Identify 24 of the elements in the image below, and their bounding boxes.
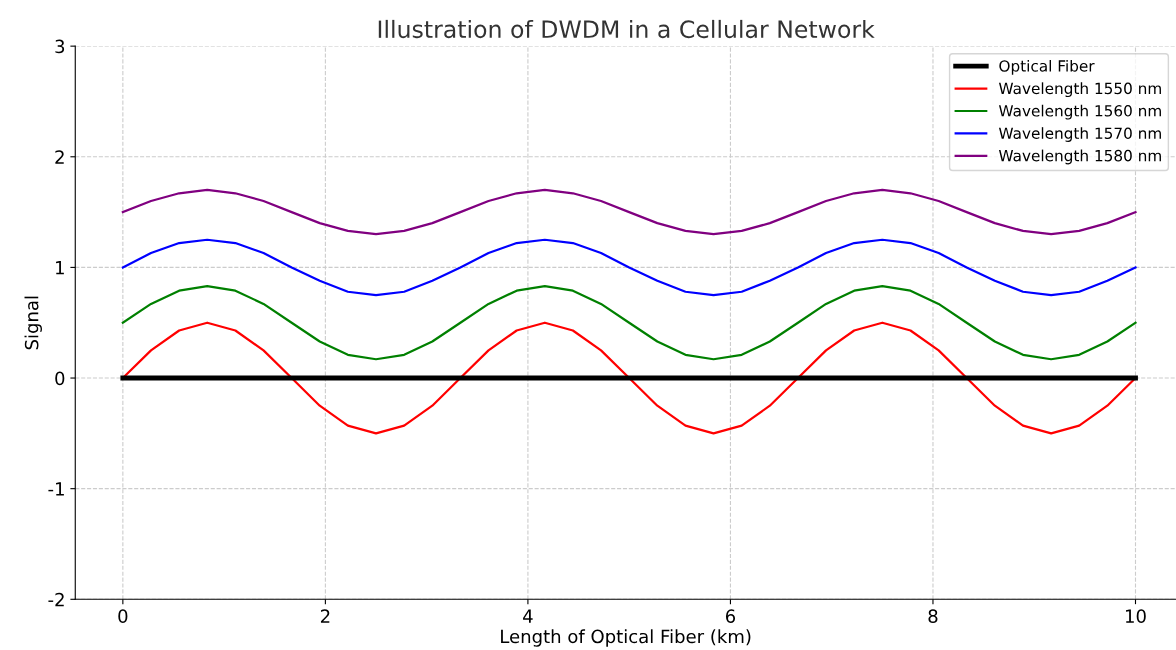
y-tick-label: 0 [55,371,65,386]
chart-title: Illustration of DWDM in a Cellular Network [378,19,875,39]
line-series [121,188,1137,236]
x-tick-label: 10 [1125,609,1146,623]
legend-label: Wavelength 1580 nm [998,149,1161,165]
x-tick-label: 0 [118,609,128,623]
x-tick-label: 8 [928,609,938,623]
legend-label: Wavelength 1560 nm [998,104,1161,120]
y-tick-label: 3 [55,39,65,54]
line-series [121,321,1137,435]
x-tick-label: 4 [523,609,533,623]
y-tick-label: 1 [56,261,64,275]
y-tick-label: -1 [48,482,64,496]
y-axis-title: Signal [24,296,42,350]
legend-label: Wavelength 1550 nm [998,82,1161,98]
legend-label: Optical Fiber [999,59,1095,75]
line-series [121,285,1137,361]
x-tick-label: 6 [725,609,736,623]
y-tick-label: 2 [55,150,64,164]
line-series [121,238,1137,297]
legend-label: Wavelength 1570 nm [998,127,1161,142]
x-tick-label: 2 [320,609,330,623]
y-tick-label: -2 [48,592,64,607]
x-axis-title: Length of Optical Fiber (km) [501,629,751,647]
